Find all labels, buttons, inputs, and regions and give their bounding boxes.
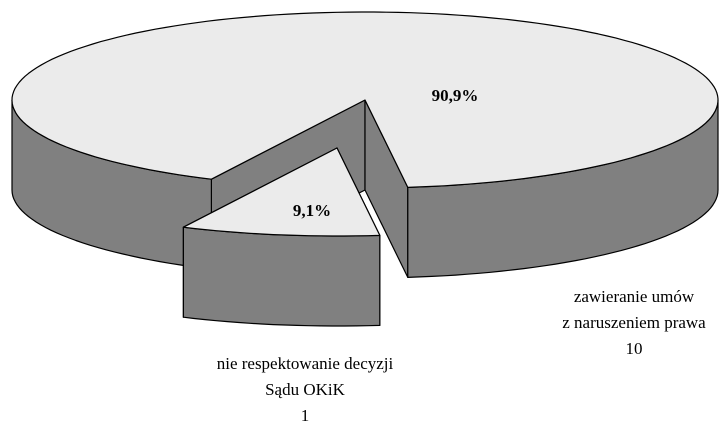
count-label: 10 <box>626 339 643 358</box>
category-label: nie respektowanie decyzji <box>217 354 394 373</box>
category-label: Sądu OKiK <box>265 380 346 399</box>
value-label: 90,9% <box>432 86 479 105</box>
count-label: 1 <box>301 406 310 425</box>
category-label: z naruszeniem prawa <box>562 313 706 332</box>
slice-side <box>182 226 381 327</box>
slice-top <box>182 147 381 237</box>
value-label: 9,1% <box>293 201 331 220</box>
slice-top <box>11 11 719 188</box>
category-label: zawieranie umów <box>574 287 695 306</box>
